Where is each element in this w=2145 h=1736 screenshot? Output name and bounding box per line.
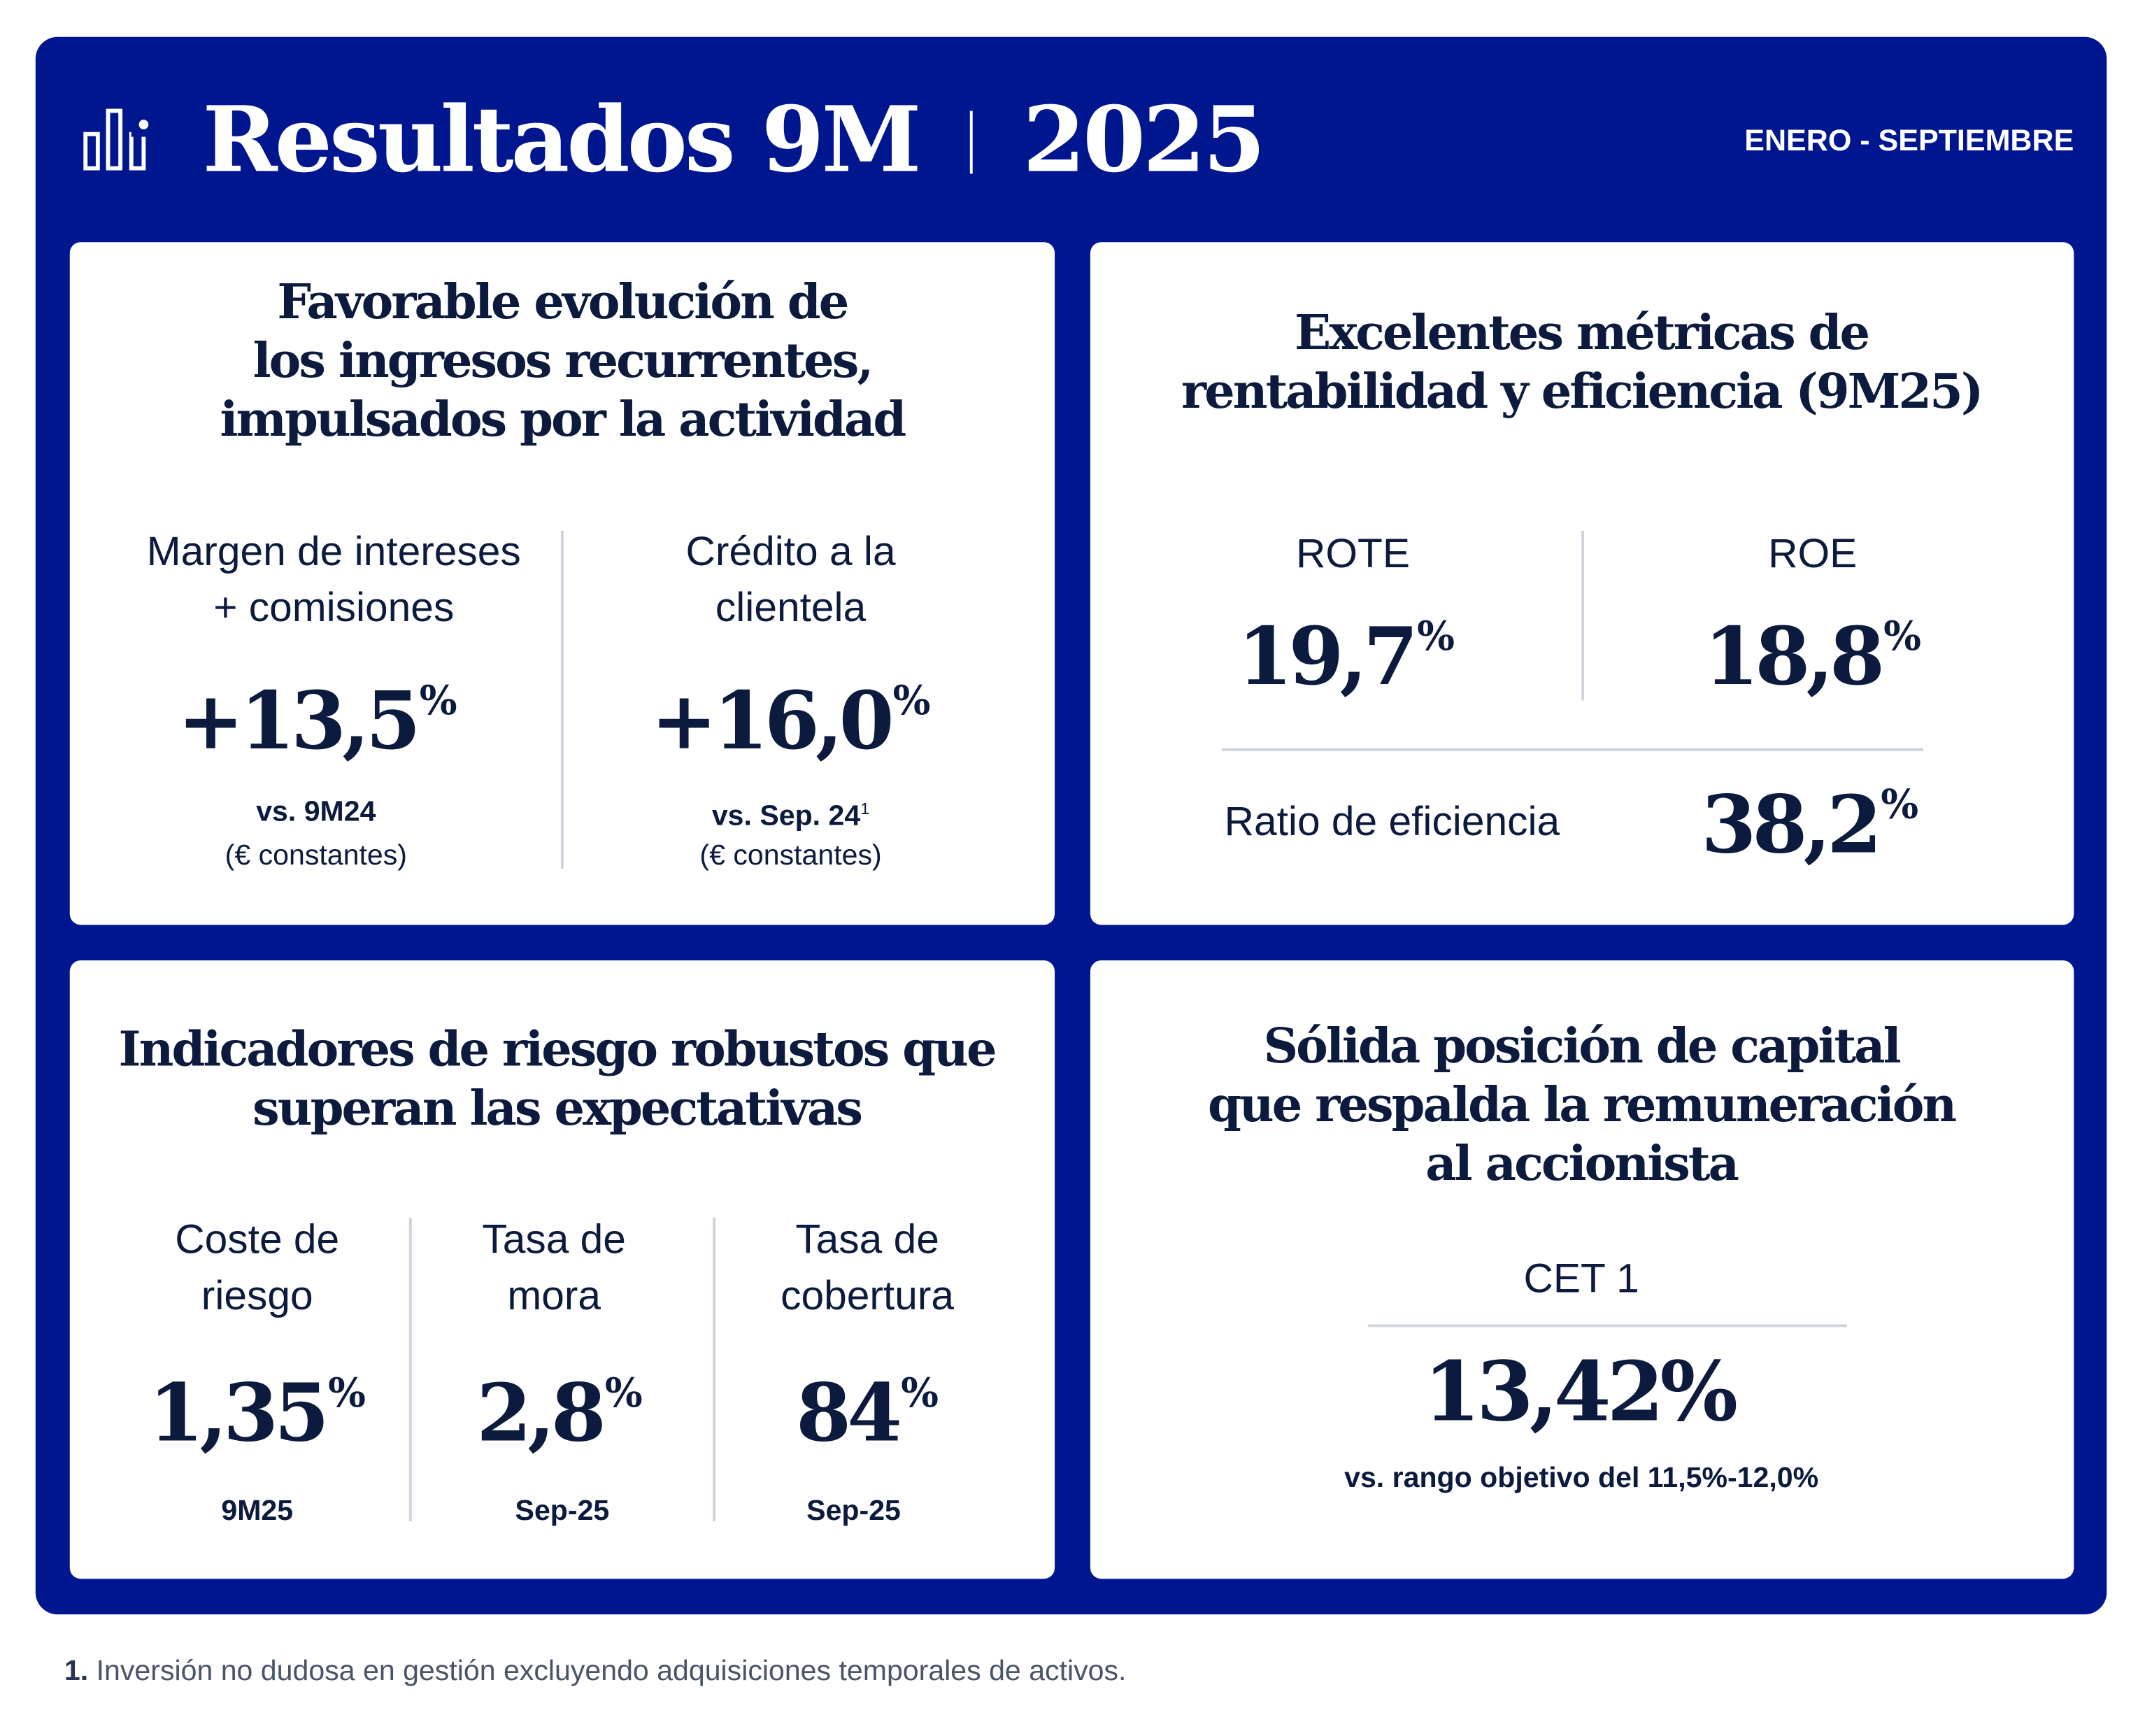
divider — [1581, 530, 1585, 701]
title-text: Resultados 9M — [202, 86, 921, 193]
metric-sub: vs. Sep. 241 — [711, 799, 870, 832]
metric-value: 84% — [796, 1367, 939, 1460]
metric-label: Coste de riesgo — [175, 1217, 340, 1319]
metric-sub: 9M25 — [221, 1495, 294, 1527]
page-title: Resultados 9M 2025 — [202, 86, 1266, 193]
card-title: Indicadores de riesgo robustos que supera… — [118, 1022, 997, 1137]
roe-value: 18,8% — [1704, 610, 1922, 704]
rote-value: 19,7% — [1237, 610, 1455, 704]
efficiency-label: Ratio de eficiencia — [1224, 799, 1560, 845]
card-capital: Sólida posición de capital que respalda l… — [1090, 960, 2074, 1579]
cet1-label: CET 1 — [1523, 1256, 1639, 1302]
metric-sub: vs. 9M24 — [256, 796, 376, 828]
metric-sub2: (€ constantes) — [699, 839, 882, 871]
card-title: Sólida posición de capital que respalda l… — [1207, 1018, 1957, 1193]
roe-label: ROE — [1768, 531, 1858, 577]
divider — [1221, 748, 1924, 751]
divider — [408, 1217, 412, 1522]
metric-label: Margen de intereses + comisiones — [146, 529, 521, 631]
metric-value: +13,5% — [177, 674, 457, 768]
cet1-value: 13,42% — [1423, 1344, 1738, 1441]
footnote: 1. Inversión no dudosa en gestión excluy… — [64, 1656, 1127, 1688]
efficiency-value: 38,2% — [1701, 778, 1919, 871]
metric-sub2: (€ constantes) — [225, 839, 407, 871]
card-title: Excelentes métricas de rentabilidad y efi… — [1181, 305, 1983, 420]
card-riesgo: Indicadores de riesgo robustos que supera… — [69, 960, 1055, 1579]
metric-value: 2,8% — [476, 1367, 643, 1460]
title-year: 2025 — [1022, 86, 1266, 193]
period-label: ENERO - SEPTIEMBRE — [1744, 123, 2074, 157]
rote-label: ROTE — [1295, 531, 1410, 577]
divider — [1368, 1324, 1847, 1328]
metric-sub: Sep-25 — [806, 1495, 901, 1527]
cet1-sub: vs. rango objetivo del 11,5%-12,0% — [1344, 1462, 1819, 1494]
metric-value: +16,0% — [650, 674, 931, 768]
footnote-ref: 1 — [860, 799, 870, 818]
divider — [560, 530, 564, 869]
metric-label: Tasa de mora — [482, 1217, 626, 1319]
metric-value: 1,35% — [148, 1367, 366, 1460]
card-title: Favorable evolución de los ingresos recur… — [220, 274, 906, 448]
metric-sub: Sep-25 — [515, 1495, 610, 1527]
card-rentabilidad: Excelentes métricas de rentabilidad y efi… — [1090, 242, 2074, 925]
card-ingresos: Favorable evolución de los ingresos recur… — [69, 242, 1055, 925]
divider — [713, 1217, 715, 1522]
metric-label: Crédito a la clientela — [685, 529, 896, 631]
metric-label: Tasa de cobertura — [781, 1217, 955, 1319]
title-separator — [969, 111, 972, 174]
footnote-text: Inversión no dudosa en gestión excluyend… — [96, 1655, 1127, 1687]
footnote-number: 1. — [64, 1655, 89, 1687]
bar-chart-icon — [83, 108, 149, 171]
